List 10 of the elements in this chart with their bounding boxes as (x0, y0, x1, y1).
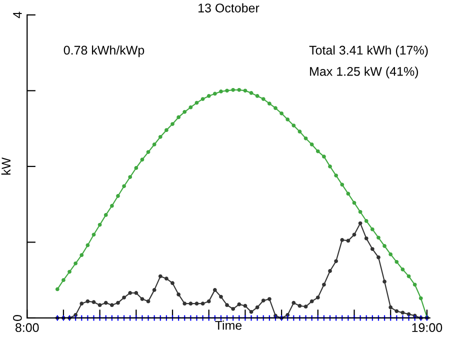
y-tick-label: 0 (13, 314, 22, 321)
annotation: Total 3.41 kWh (17%) (309, 45, 428, 58)
x-tick-label: 8:00 (16, 323, 39, 332)
y-axis-title: kW (1, 157, 10, 175)
chart-title: 13 October (198, 3, 260, 12)
annotation: 0.78 kWh/kWp (64, 45, 144, 58)
y-tick-label: 4 (13, 12, 22, 18)
x-axis-title: Time (215, 320, 242, 330)
x-tick-label: 19:00 (412, 323, 442, 332)
annotation: Max 1.25 kW (41%) (310, 66, 418, 78)
